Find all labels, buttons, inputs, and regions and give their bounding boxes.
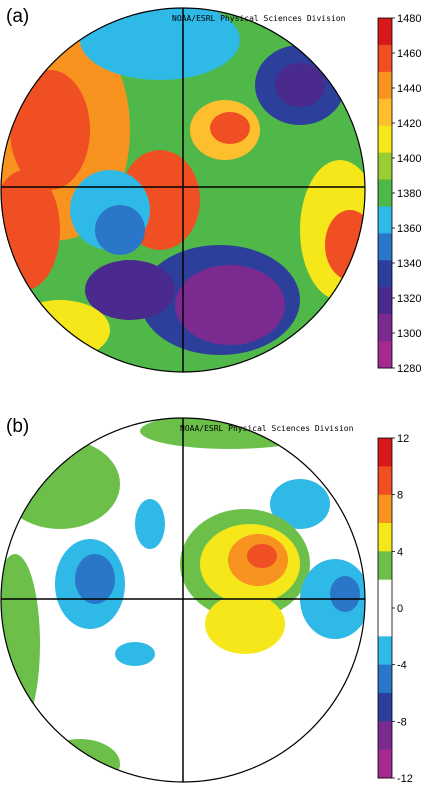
panel-b: 12 8 4 0 -4 -8 -12 (b) NOAA/ESRL Physical Scie… (0, 404, 421, 800)
panel-a: 1480 1460 1440 1420 1400 1380 1360 1340 1320 1300… (0, 0, 421, 392)
colorbar-swatch (378, 693, 392, 722)
colorbar-tick-label: 1460 (397, 48, 421, 60)
colorbar-tick-label: 1340 (397, 258, 421, 270)
colorbar-swatch (378, 664, 392, 694)
colorbar-b: 12 8 4 0 -4 -8 -12 (377, 433, 413, 785)
colorbar-swatch (378, 44, 392, 73)
colorbar-swatch (378, 494, 392, 524)
colorbar-tick-label: 1380 (397, 188, 421, 200)
map-b-svg: 12 8 4 0 -4 -8 -12 (0, 417, 413, 785)
colorbar-tick-label: 1280 (397, 363, 421, 375)
colorbar-swatch (378, 233, 392, 261)
colorbar-tick-label: 1420 (397, 118, 421, 130)
colorbar-swatch (378, 125, 392, 154)
colorbar-swatch (378, 466, 392, 496)
colorbar-tick-label: 1400 (397, 153, 421, 165)
colorbar-tick-label: 0 (397, 603, 403, 615)
colorbar-swatch (378, 287, 392, 315)
colorbar-swatch (378, 523, 392, 552)
colorbar-swatch (378, 71, 392, 100)
panel-label-a: (a) (6, 6, 30, 27)
colorbar-tick-label: -8 (397, 716, 407, 728)
colorbar-swatch (378, 551, 392, 581)
colorbar-tick-label: -12 (397, 773, 413, 785)
colorbar-swatch (378, 749, 392, 779)
colorbar-swatch (378, 438, 392, 467)
colorbar-tick-label: 8 (397, 490, 403, 502)
colorbar-swatch (378, 179, 392, 207)
colorbar-tick-label: 1320 (397, 293, 421, 305)
colorbar-tick-label: 1300 (397, 328, 421, 340)
credit-a: NOAA/ESRL Physical Sciences Division (172, 14, 346, 23)
colorbar-tick-label: 1480 (397, 13, 421, 25)
colorbar-swatch (378, 314, 392, 342)
colorbar-swatch (378, 260, 392, 288)
colorbar-a: 1480 1460 1440 1420 1400 1380 1360 1340 1320 1300… (377, 13, 421, 375)
colorbar-swatch (378, 98, 392, 127)
panel-label-b: (b) (6, 416, 30, 437)
map-a-field (1, 8, 365, 372)
credit-b: NOAA/ESRL Physical Sciences Division (180, 424, 354, 433)
colorbar-swatch (378, 608, 392, 637)
map-a-svg: 1480 1460 1440 1420 1400 1380 1360 1340 1320 1300… (0, 7, 421, 375)
colorbar-tick-label: -4 (397, 660, 407, 672)
colorbar-swatch (378, 636, 392, 666)
colorbar-tick-label: 12 (397, 433, 409, 445)
colorbar-tick-label: 1440 (397, 83, 421, 95)
colorbar-swatch (378, 341, 392, 369)
colorbar-tick-label: 1360 (397, 223, 421, 235)
colorbar-tick-label: 4 (397, 546, 403, 558)
colorbar-swatch (378, 206, 392, 234)
colorbar-swatch (378, 18, 392, 46)
colorbar-swatch (378, 579, 392, 609)
colorbar-swatch (378, 721, 392, 751)
colorbar-swatch (378, 152, 392, 181)
